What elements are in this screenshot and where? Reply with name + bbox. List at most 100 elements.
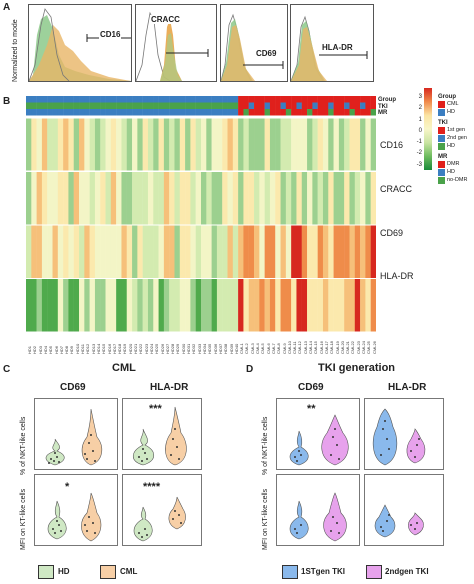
heatmap-cell — [238, 225, 244, 278]
heatmap-cell — [163, 118, 170, 171]
heatmap-cell — [174, 118, 180, 171]
heatmap-cell — [116, 225, 122, 278]
heatmap-column-label: CML9 — [281, 343, 287, 354]
annotation-cell — [243, 96, 249, 103]
legend-hd-label: HD — [58, 567, 70, 576]
heatmap-cell — [301, 118, 308, 171]
annotation-cell — [153, 102, 159, 109]
heatmap-cell — [365, 172, 371, 225]
heatmap-cell — [275, 118, 281, 171]
heatmap-cell — [360, 279, 366, 332]
heatmap-cell — [232, 118, 239, 171]
heatmap-cell — [126, 279, 133, 332]
heatmap-cell — [333, 172, 340, 225]
heatmap-cell — [275, 279, 281, 332]
heatmap-column-label: HD25 — [154, 343, 160, 354]
annotation-cell — [360, 102, 366, 109]
scale-tick: 1 — [418, 116, 422, 123]
annotation-cell — [222, 102, 228, 109]
annotation-cell — [73, 102, 80, 109]
heatmap-cell — [179, 279, 186, 332]
heatmap-cell — [190, 172, 196, 225]
annotation-cell — [68, 96, 74, 103]
heatmap-grid — [26, 96, 377, 332]
heatmap-cell — [238, 118, 244, 171]
heatmap-cell — [73, 225, 80, 278]
heatmap-cell — [174, 225, 180, 278]
legend-1st-gen-swatch — [282, 565, 298, 579]
annotation-cell — [365, 102, 371, 109]
heatmap-cell — [312, 279, 318, 332]
heatmap-row-label: CD16 — [380, 140, 404, 150]
annotation-cell — [179, 109, 186, 116]
annotation-cell — [317, 96, 324, 103]
panel-d-letter: D — [246, 364, 254, 375]
annotation-cell — [206, 96, 212, 103]
annotation-label-tki: TKI — [378, 103, 388, 110]
annotation-cell — [338, 96, 345, 103]
annotation-cell — [365, 96, 371, 103]
panel-c-col2-title: HLA-DR — [150, 382, 189, 393]
annotation-cell — [301, 102, 308, 109]
annotation-cell — [322, 96, 329, 103]
annotation-cell — [360, 109, 366, 116]
heatmap-cell — [142, 279, 149, 332]
annotation-cell — [163, 96, 170, 103]
heatmap-color-scale — [424, 88, 432, 170]
annotation-cell — [280, 102, 287, 109]
histogram-cracc: CRACC — [135, 4, 217, 82]
heatmap-cell — [317, 279, 324, 332]
annotation-cell — [338, 102, 345, 109]
annotation-cell — [301, 109, 308, 116]
annotation-cell — [312, 109, 318, 116]
significance-stars: ** — [307, 403, 316, 415]
annotation-cell — [232, 102, 239, 109]
heatmap-cell — [147, 118, 154, 171]
heatmap-cell — [365, 279, 371, 332]
annotation-cell — [84, 109, 90, 116]
annotation-cell — [41, 109, 48, 116]
annotation-cell — [185, 96, 191, 103]
heatmap-cell — [79, 279, 85, 332]
heatmap-cell — [264, 225, 271, 278]
heatmap-cell — [291, 172, 297, 225]
heatmap-cell — [370, 225, 377, 278]
heatmap-column-label: CML6 — [265, 343, 271, 354]
heatmap-cell — [227, 118, 234, 171]
heatmap-cell — [296, 225, 302, 278]
heatmap-cell — [259, 225, 265, 278]
significance-stars: *** — [149, 403, 162, 415]
panel-d-title: TKI generation — [318, 362, 396, 374]
legend-2nd-gen-label: 2ndgen TKI — [385, 567, 429, 576]
legend-mr-title: MR — [438, 154, 448, 160]
annotation-cell — [259, 109, 265, 116]
heatmap-column-label: CML5 — [260, 343, 266, 354]
legend-cml-label: CML — [120, 567, 138, 576]
heatmap-cell — [259, 279, 265, 332]
heatmap-cell — [349, 118, 355, 171]
annotation-cell — [63, 102, 69, 109]
heatmap-cell — [211, 118, 218, 171]
heatmap-cell — [206, 172, 212, 225]
heatmap-cell — [296, 118, 302, 171]
heatmap-cell — [370, 279, 377, 332]
annotation-cell — [206, 102, 212, 109]
annotation-cell — [354, 109, 361, 116]
annotation-cell — [47, 96, 53, 103]
legend-item: HD — [438, 142, 474, 150]
heatmap-cell — [41, 118, 48, 171]
heatmap-cell — [222, 225, 228, 278]
annotation-cell — [190, 109, 196, 116]
annotation-cell — [349, 109, 355, 116]
heatmap-cell — [169, 172, 175, 225]
annotation-cell — [100, 96, 106, 103]
heatmap-cell — [89, 118, 96, 171]
heatmap-cell — [147, 172, 154, 225]
annotation-cell — [211, 102, 218, 109]
annotation-cell — [153, 96, 159, 103]
scale-tick: 0 — [418, 127, 422, 134]
heatmap-cell — [79, 118, 85, 171]
heatmap-cell — [63, 172, 69, 225]
heatmap-cell — [31, 172, 37, 225]
heatmap-cell — [185, 118, 191, 171]
